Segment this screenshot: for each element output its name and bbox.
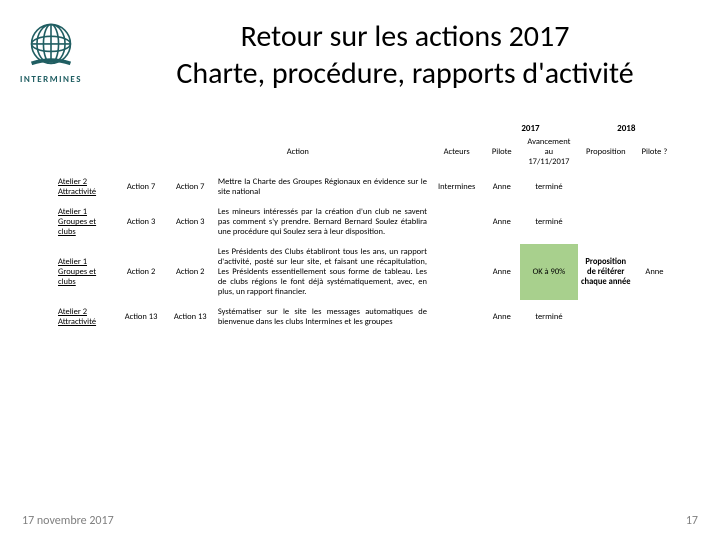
- avancement-cell: terminé: [520, 304, 577, 330]
- logo-block: INTERMINES: [20, 18, 82, 85]
- acteurs-cell: Intermines: [430, 174, 483, 200]
- acteurs-cell: [430, 304, 483, 330]
- pilote-cell: Anne: [483, 304, 520, 330]
- avancement-cell: terminé: [520, 174, 577, 200]
- acteurs-cell: [430, 244, 483, 300]
- header-year-2017: 2017: [483, 120, 577, 134]
- action-ref: Action 2: [116, 244, 165, 300]
- proposition-cell: [578, 304, 634, 330]
- pilote-cell: Anne: [483, 244, 520, 300]
- header-acteurs: Acteurs: [430, 134, 483, 170]
- header-year-2018: 2018: [578, 120, 675, 134]
- action-ref: Action 13: [166, 304, 215, 330]
- page-title-1: Retour sur les actions 2017: [110, 18, 700, 55]
- action-text: Les Présidents des Clubs établiront tous…: [215, 244, 430, 300]
- table-row: Atelier 2 Attractivité Action 13 Action …: [55, 304, 675, 330]
- action-text: Systématiser sur le site les messages au…: [215, 304, 430, 330]
- header-pilote2: Pilote ?: [634, 134, 675, 170]
- header-pilote: Pilote: [483, 134, 520, 170]
- header-avancement: Avancement au 17/11/2017: [520, 134, 577, 170]
- avancement-cell-ok: OK à 90%: [520, 244, 577, 300]
- action-ref: Action 7: [166, 174, 215, 200]
- table-row: Atelier 1 Groupes et clubs Action 2 Acti…: [55, 244, 675, 300]
- footer-date: 17 novembre 2017: [22, 514, 114, 528]
- action-ref: Action 7: [116, 174, 165, 200]
- pilote-cell: Anne: [483, 174, 520, 200]
- avancement-cell: terminé: [520, 204, 577, 240]
- origin-cell: Atelier 1 Groupes et clubs: [55, 244, 116, 300]
- origin-cell: Atelier 2 Attractivité: [55, 174, 116, 200]
- page-title-2: Charte, procédure, rapports d'activité: [110, 55, 700, 92]
- globe-icon: [24, 18, 78, 72]
- action-text: Mettre la Charte des Groupes Régionaux e…: [215, 174, 430, 200]
- header-proposition: Proposition: [578, 134, 634, 170]
- slide-number: 17: [686, 514, 698, 528]
- actions-table: 2017 2018 Action Acteurs Pilote Avanceme…: [55, 120, 675, 330]
- pilote2-cell: [634, 174, 675, 200]
- action-ref: Action 2: [166, 244, 215, 300]
- action-ref: Action 3: [166, 204, 215, 240]
- action-ref: Action 13: [116, 304, 165, 330]
- pilote2-cell: [634, 304, 675, 330]
- table-row: Atelier 2 Attractivité Action 7 Action 7…: [55, 174, 675, 200]
- action-ref: Action 3: [116, 204, 165, 240]
- pilote-cell: Anne: [483, 204, 520, 240]
- table-row: Atelier 1 Groupes et clubs Action 3 Acti…: [55, 204, 675, 240]
- pilote2-cell: [634, 204, 675, 240]
- proposition-cell: [578, 204, 634, 240]
- proposition-cell: Proposition de réitérer chaque année: [578, 244, 634, 300]
- acteurs-cell: [430, 204, 483, 240]
- title-area: Retour sur les actions 2017 Charte, proc…: [110, 18, 700, 92]
- origin-cell: Atelier 2 Attractivité: [55, 304, 116, 330]
- logo-label: INTERMINES: [20, 74, 82, 85]
- proposition-cell: [578, 174, 634, 200]
- action-text: Les mineurs intéressés par la création d…: [215, 204, 430, 240]
- header-action: Action: [166, 134, 430, 170]
- origin-cell: Atelier 1 Groupes et clubs: [55, 204, 116, 240]
- pilote2-cell: Anne: [634, 244, 675, 300]
